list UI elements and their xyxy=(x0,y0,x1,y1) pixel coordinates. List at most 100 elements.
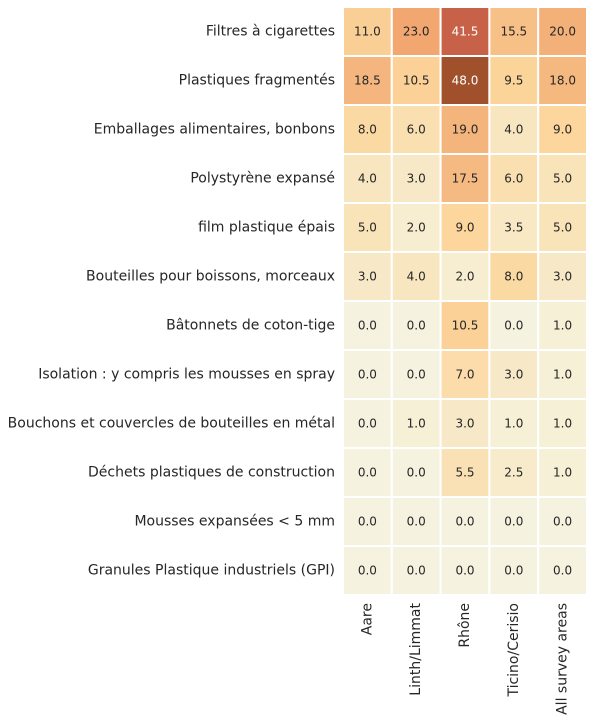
cell-value-label: 1.0 xyxy=(553,417,572,431)
heatmap-cell-polystyrene-expanse-aare xyxy=(342,153,393,204)
row-label-granules-plastique-industriels-gpi: Granules Plastique industriels (GPI) xyxy=(88,563,335,579)
cell-value-label: 0.0 xyxy=(358,466,377,480)
column-label-linth-limmat: Linth/Limmat xyxy=(408,603,424,696)
heatmap-cell-mousses-expansees-5-mm-ticino-cerisio xyxy=(488,496,540,547)
cell-value-label: 3.5 xyxy=(504,221,523,235)
heatmap-cell-bouteilles-pour-boissons-morceaux-ticino-cerisio xyxy=(488,251,540,302)
heatmap-cell-isolation-y-compris-les-mousses-en-spray-aare xyxy=(342,349,393,400)
cell-value-label: 9.0 xyxy=(553,123,572,137)
cell-value-label: 5.5 xyxy=(455,466,474,480)
cell-value-label: 18.0 xyxy=(549,74,576,88)
cell-value-label: 3.0 xyxy=(553,270,572,284)
heatmap-cell-bouchons-et-couvercles-de-bouteilles-en-metal-all-survey-areas xyxy=(537,398,589,449)
heatmap-cell-granules-plastique-industriels-gpi-linth-limmat xyxy=(390,545,442,596)
cell-value-label: 8.0 xyxy=(358,123,377,137)
heatmap-cell-batonnets-de-coton-tige-aare xyxy=(342,300,393,351)
cell-value-label: 17.5 xyxy=(452,172,479,186)
cell-value-label: 23.0 xyxy=(403,25,430,39)
row-label-film-plastique-epais: film plastique épais xyxy=(198,220,335,236)
heatmap-cell-film-plastique-epais-rhone xyxy=(439,202,491,253)
heatmap-cell-emballages-alimentaires-bonbons-linth-limmat xyxy=(390,104,442,155)
cell-value-label: 4.0 xyxy=(407,270,426,284)
cell-value-label: 1.0 xyxy=(407,417,426,431)
cell-value-label: 0.0 xyxy=(358,319,377,333)
cell-value-label: 1.0 xyxy=(553,466,572,480)
row-label-emballages-alimentaires-bonbons: Emballages alimentaires, bonbons xyxy=(94,122,335,138)
cell-value-label: 0.0 xyxy=(407,319,426,333)
cell-value-label: 9.0 xyxy=(455,221,474,235)
cell-value-label: 1.0 xyxy=(553,368,572,382)
column-label-rhone: Rhône xyxy=(457,603,473,648)
row-label-isolation-y-compris-les-mousses-en-spray: Isolation : y compris les mousses en spr… xyxy=(38,367,335,383)
cell-value-label: 4.0 xyxy=(504,123,523,137)
heatmap-cell-dechets-plastiques-de-construction-all-survey-areas xyxy=(537,447,589,498)
row-label-mousses-expansees-5-mm: Mousses expansées < 5 mm xyxy=(134,514,335,530)
heatmap-cell-mousses-expansees-5-mm-rhone xyxy=(439,496,491,547)
cell-value-label: 1.0 xyxy=(553,319,572,333)
heatmap-cell-emballages-alimentaires-bonbons-ticino-cerisio xyxy=(488,104,540,155)
row-label-dechets-plastiques-de-construction: Déchets plastiques de construction xyxy=(88,465,335,481)
row-labels: Filtres à cigarettes Plastiques fragmenté… xyxy=(8,24,335,579)
column-label-aare: Aare xyxy=(359,603,375,635)
heatmap-cell-film-plastique-epais-aare xyxy=(342,202,393,253)
cell-value-label: 7.0 xyxy=(455,368,474,382)
cell-value-label: 48.0 xyxy=(452,74,479,88)
row-label-filtres-a-cigarettes: Filtres à cigarettes xyxy=(206,24,335,40)
cell-value-label: 0.0 xyxy=(407,466,426,480)
heatmap-cell-bouteilles-pour-boissons-morceaux-linth-limmat xyxy=(390,251,442,302)
column-label-ticino-cerisio: Ticino/Cerisio xyxy=(506,603,522,698)
heatmap-cell-isolation-y-compris-les-mousses-en-spray-linth-limmat xyxy=(390,349,442,400)
cell-value-label: 9.5 xyxy=(504,74,523,88)
heatmap-cell-plastiques-fragmentes-aare xyxy=(342,55,393,106)
cell-value-label: 0.0 xyxy=(407,564,426,578)
heatmap-cell-dechets-plastiques-de-construction-rhone xyxy=(439,447,491,498)
cell-value-label: 3.0 xyxy=(407,172,426,186)
heatmap-cell-granules-plastique-industriels-gpi-aare xyxy=(342,545,393,596)
cell-value-label: 8.0 xyxy=(504,270,523,284)
cell-value-label: 2.0 xyxy=(407,221,426,235)
heatmap-cell-granules-plastique-industriels-gpi-ticino-cerisio xyxy=(488,545,540,596)
heatmap-cell-bouteilles-pour-boissons-morceaux-all-survey-areas xyxy=(537,251,589,302)
cell-value-label: 5.0 xyxy=(553,172,572,186)
cell-value-label: 10.5 xyxy=(452,319,479,333)
cell-value-label: 18.5 xyxy=(354,74,381,88)
cell-value-label: 2.5 xyxy=(504,466,523,480)
cell-value-label: 0.0 xyxy=(358,368,377,382)
cell-value-label: 2.0 xyxy=(455,270,474,284)
row-label-polystyrene-expanse: Polystyrène expansé xyxy=(190,171,335,187)
cell-value-label: 0.0 xyxy=(504,319,523,333)
cell-value-label: 0.0 xyxy=(553,515,572,529)
cell-value-label: 0.0 xyxy=(504,515,523,529)
heatmap-cell-mousses-expansees-5-mm-all-survey-areas xyxy=(537,496,589,547)
cell-value-label: 19.0 xyxy=(452,123,479,137)
cell-value-label: 10.5 xyxy=(403,74,430,88)
cell-value-label: 6.0 xyxy=(504,172,523,186)
heatmap-cells: 11.0 23.0 41.5 15.5 20.0 18.5 10.5 48.0 9.5 18.0 8… xyxy=(342,6,589,596)
cell-value-label: 4.0 xyxy=(358,172,377,186)
cell-value-label: 0.0 xyxy=(358,564,377,578)
cell-value-label: 0.0 xyxy=(358,515,377,529)
cell-value-label: 3.0 xyxy=(358,270,377,284)
cell-value-label: 0.0 xyxy=(358,417,377,431)
heatmap-cell-dechets-plastiques-de-construction-aare xyxy=(342,447,393,498)
heatmap-cell-mousses-expansees-5-mm-aare xyxy=(342,496,393,547)
cell-value-label: 0.0 xyxy=(455,515,474,529)
row-label-bouchons-et-couvercles-de-bouteilles-en-metal: Bouchons et couvercles de bouteilles en … xyxy=(8,416,335,432)
heatmap-cell-granules-plastique-industriels-gpi-all-survey-areas xyxy=(537,545,589,596)
row-label-plastiques-fragmentes: Plastiques fragmentés xyxy=(179,73,335,89)
heatmap-cell-polystyrene-expanse-linth-limmat xyxy=(390,153,442,204)
column-label-all-survey-areas: All survey areas xyxy=(555,603,571,715)
heatmap-cell-plastiques-fragmentes-rhone xyxy=(439,55,491,106)
cell-value-label: 3.0 xyxy=(504,368,523,382)
row-label-batonnets-de-coton-tige: Bâtonnets de coton-tige xyxy=(166,318,335,334)
cell-value-label: 0.0 xyxy=(407,515,426,529)
column-labels: Aare Linth/Limmat Rhône Ticino/Cerisio All s… xyxy=(359,603,570,715)
cell-value-label: 41.5 xyxy=(452,25,479,39)
heatmap-cell-plastiques-fragmentes-all-survey-areas xyxy=(537,55,589,106)
cell-value-label: 0.0 xyxy=(504,564,523,578)
cell-value-label: 6.0 xyxy=(407,123,426,137)
cell-value-label: 11.0 xyxy=(354,25,381,39)
cell-value-label: 0.0 xyxy=(455,564,474,578)
cell-value-label: 0.0 xyxy=(407,368,426,382)
cell-value-label: 3.0 xyxy=(455,417,474,431)
